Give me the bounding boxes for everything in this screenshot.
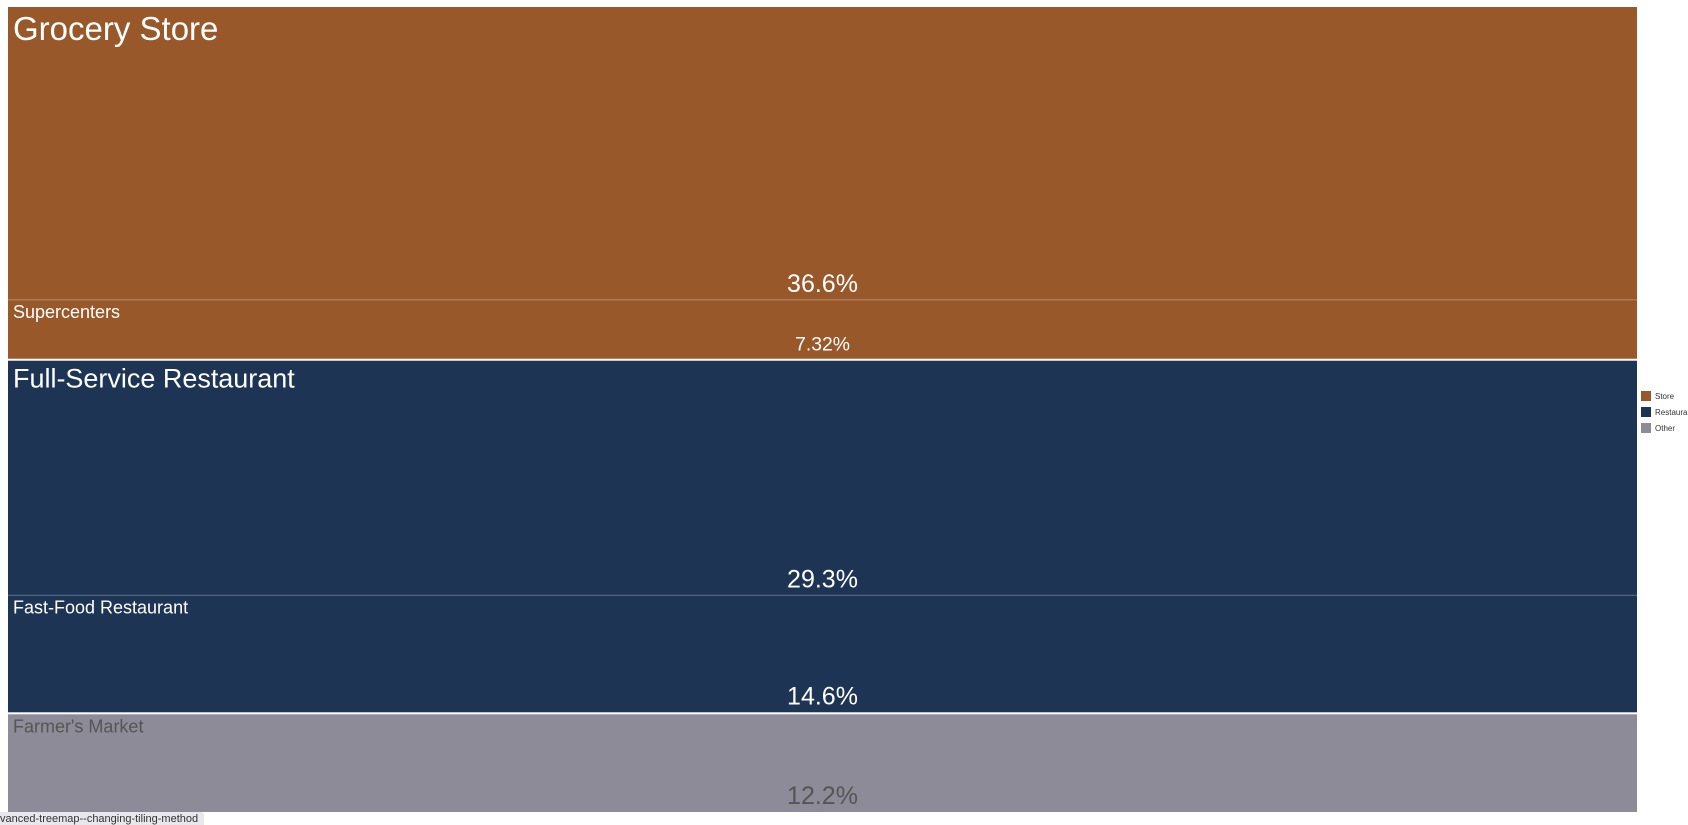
treemap-rect-farmer-s-market[interactable] — [8, 714, 1637, 812]
treemap-cell-fast-food-restaurant[interactable]: Fast-Food Restaurant 14.6% — [8, 595, 1637, 713]
legend-item-restaurant[interactable]: Restaura — [1641, 404, 1688, 420]
legend: Store Restaura Other — [1641, 388, 1688, 436]
treemap-rect-fast-food-restaurant[interactable] — [8, 595, 1637, 713]
treemap-label-supercenters: Supercenters — [13, 302, 120, 322]
treemap-value-fast-food-restaurant: 14.6% — [787, 682, 858, 710]
legend-item-store[interactable]: Store — [1641, 388, 1688, 404]
treemap-value-farmer-s-market: 12.2% — [787, 782, 858, 810]
legend-label-store: Store — [1655, 391, 1675, 401]
treemap-cell-grocery-store[interactable]: Grocery Store 36.6% — [8, 7, 1637, 301]
treemap-rect-supercenters[interactable] — [8, 300, 1637, 359]
treemap-cell-full-service-restaurant[interactable]: Full-Service Restaurant 29.3% — [8, 360, 1637, 596]
treemap-label-farmer-s-market: Farmer's Market — [13, 716, 143, 736]
treemap-rect-grocery-store[interactable] — [8, 7, 1637, 301]
treemap-group-other: Farmer's Market 12.2% — [8, 714, 1637, 812]
treemap-value-grocery-store: 36.6% — [787, 270, 858, 298]
status-bar-url: vanced-treemap--changing-tiling-method — [0, 812, 205, 825]
legend-swatch-restaurant — [1641, 407, 1651, 417]
treemap-cell-farmer-s-market[interactable]: Farmer's Market 12.2% — [8, 714, 1637, 812]
legend-item-other[interactable]: Other — [1641, 420, 1688, 436]
legend-label-restaurant: Restaura — [1655, 407, 1688, 417]
treemap-rect-full-service-restaurant[interactable] — [8, 360, 1637, 596]
treemap-value-full-service-restaurant: 29.3% — [787, 565, 858, 593]
treemap-label-full-service-restaurant: Full-Service Restaurant — [13, 364, 295, 394]
legend-swatch-store — [1641, 391, 1651, 401]
treemap-group-store: Grocery Store 36.6% Supercenters 7.32% — [8, 7, 1637, 359]
legend-label-other: Other — [1655, 423, 1676, 433]
treemap-label-grocery-store: Grocery Store — [13, 10, 218, 47]
treemap-label-fast-food-restaurant: Fast-Food Restaurant — [13, 597, 188, 617]
treemap-value-supercenters: 7.32% — [795, 334, 850, 356]
legend-swatch-other — [1641, 423, 1651, 433]
treemap-cell-supercenters[interactable]: Supercenters 7.32% — [8, 300, 1637, 359]
